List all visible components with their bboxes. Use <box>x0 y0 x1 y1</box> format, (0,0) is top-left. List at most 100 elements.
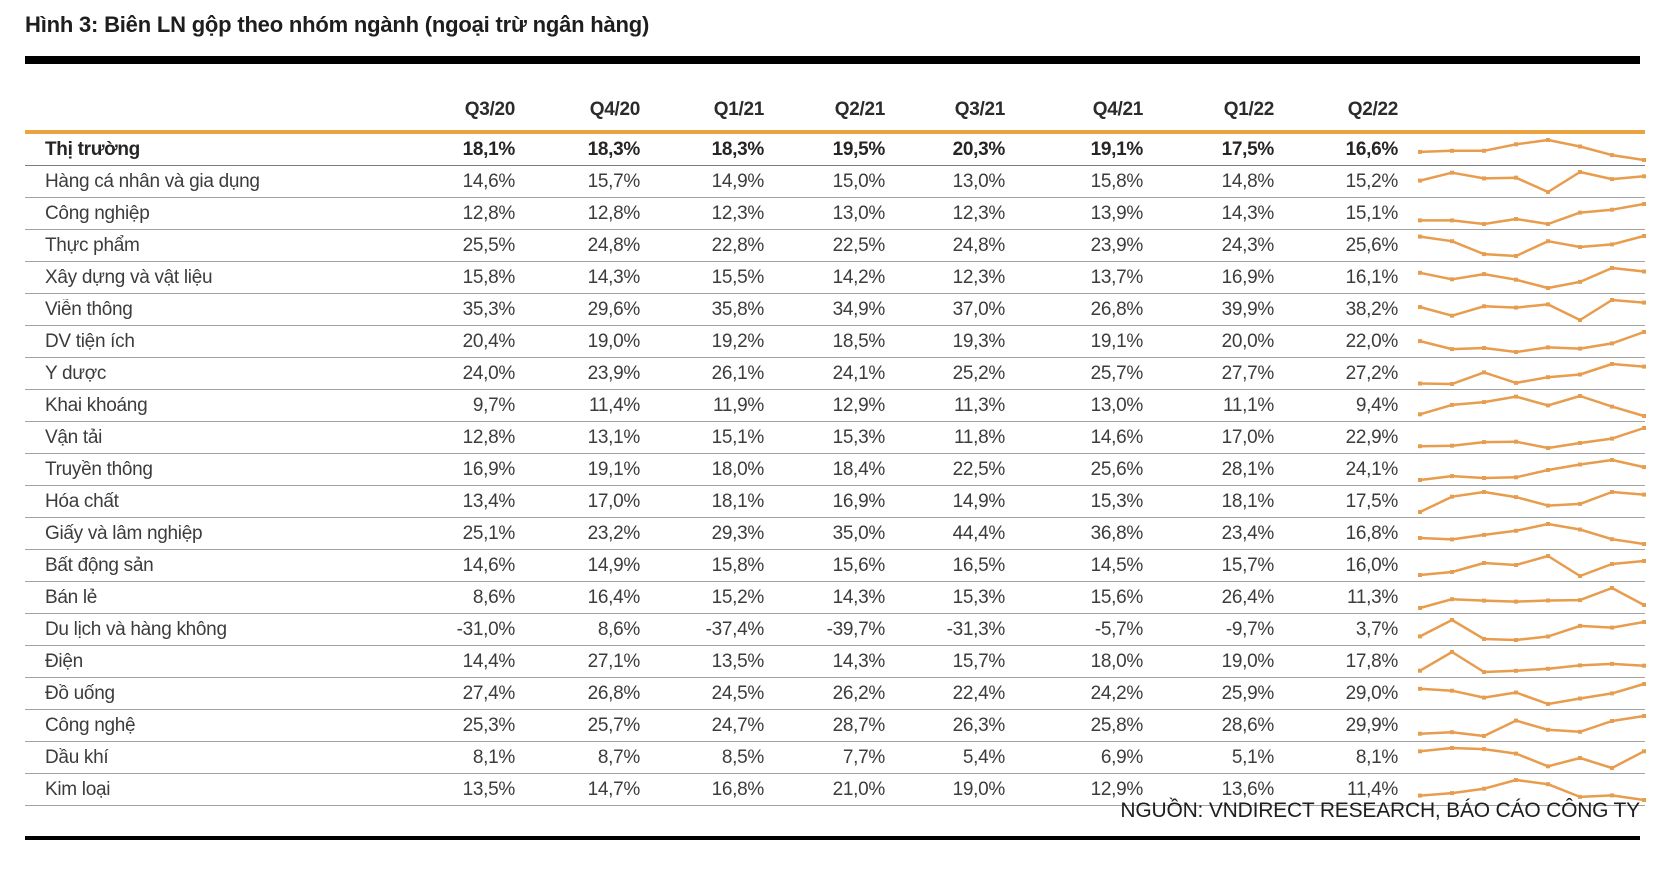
value-cell: 11,8% <box>954 426 1005 448</box>
value-cell: 15,3% <box>1090 490 1144 512</box>
row-label: Hóa chất <box>45 490 119 512</box>
value-cell: 22,8% <box>711 234 765 256</box>
value-cell: 24,2% <box>1090 682 1144 704</box>
value-cell: 25,7% <box>1090 362 1144 384</box>
value-cell: 12,9% <box>1090 778 1144 800</box>
sparkline-icon <box>1418 425 1646 450</box>
value-cell: -9,7% <box>1225 618 1274 640</box>
table-row: Xây dựng và vật liệu 15,8% 14,3% 15,5% 14,2%… <box>25 262 1646 294</box>
value-cell: 24,8% <box>952 234 1006 256</box>
value-cell: 15,5% <box>711 266 765 288</box>
table-row: Công nghiệp 12,8% 12,8% 12,3% 13,0% 12,3% 13,9… <box>25 198 1646 230</box>
value-cell: 16,0% <box>1345 554 1399 576</box>
value-cell: 23,2% <box>587 522 641 544</box>
sparkline-icon <box>1418 585 1646 610</box>
value-cell: 18,3% <box>711 138 765 160</box>
value-cell: 25,9% <box>1221 682 1275 704</box>
value-cell: 26,3% <box>952 714 1006 736</box>
value-cell: 12,3% <box>952 266 1006 288</box>
row-label: Xây dựng và vật liệu <box>45 266 213 288</box>
sparkline-icon <box>1418 521 1646 546</box>
value-cell: 13,9% <box>1090 202 1144 224</box>
value-cell: 12,9% <box>832 394 886 416</box>
table-row: Y dược 24,0% 23,9% 26,1% 24,1% 25,2% 25,7% 27,7… <box>25 358 1646 390</box>
value-cell: 24,1% <box>1345 458 1399 480</box>
value-cell: 19,5% <box>832 138 886 160</box>
value-cell: 5,1% <box>1231 746 1274 768</box>
table-row: Viễn thông 35,3% 29,6% 35,8% 34,9% 37,0% 26,8%… <box>25 294 1646 326</box>
sparkline-chart <box>1398 358 1652 389</box>
top-divider-rule <box>25 56 1640 64</box>
table-row: Vận tải 12,8% 13,1% 15,1% 15,3% 11,8% 14,6% 17,… <box>25 422 1646 454</box>
source-note: NGUỒN: VNDIRECT RESEARCH, BÁO CÁO CÔNG T… <box>1120 799 1640 822</box>
value-cell: 22,5% <box>952 458 1006 480</box>
figure-title: Hình 3: Biên LN gộp theo nhóm ngành (ngo… <box>25 12 650 37</box>
value-cell: 37,0% <box>952 298 1006 320</box>
value-cell: 25,7% <box>587 714 641 736</box>
value-cell: 15,8% <box>462 266 516 288</box>
sparkline-chart <box>1398 326 1652 357</box>
column-header: Q1/21 <box>713 99 765 120</box>
bottom-divider-rule <box>25 836 1640 840</box>
row-label: Bán lẻ <box>45 586 98 608</box>
value-cell: 17,0% <box>587 490 641 512</box>
value-cell: 15,0% <box>832 170 886 192</box>
table-row: Bán lẻ 8,6% 16,4% 15,2% 14,3% 15,3% 15,6% 26,4%… <box>25 582 1646 614</box>
column-header: Q2/22 <box>1347 99 1399 120</box>
row-label: Bất động sản <box>45 554 154 576</box>
value-cell: 16,4% <box>587 586 641 608</box>
value-cell: 22,9% <box>1345 426 1399 448</box>
value-cell: 35,8% <box>711 298 765 320</box>
sparkline-chart <box>1398 454 1652 485</box>
value-cell: 11,1% <box>1223 394 1274 416</box>
table-row: Giấy và lâm nghiệp 25,1% 23,2% 29,3% 35,0% 44… <box>25 518 1646 550</box>
table-row: Kim loại 13,5% 14,7% 16,8% 21,0% 19,0% 12,9% 13… <box>25 774 1646 806</box>
value-cell: 25,1% <box>462 522 516 544</box>
value-cell: -5,7% <box>1094 618 1143 640</box>
column-header: Q4/20 <box>589 99 641 120</box>
value-cell: 13,1% <box>587 426 641 448</box>
value-cell: 14,6% <box>462 170 516 192</box>
value-cell: 15,3% <box>952 586 1006 608</box>
value-cell: 27,1% <box>587 650 641 672</box>
value-cell: 9,7% <box>472 394 515 416</box>
value-cell: 17,5% <box>1221 138 1275 160</box>
row-label: Công nghệ <box>45 714 136 736</box>
value-cell: 20,0% <box>1221 330 1275 352</box>
value-cell: 14,2% <box>832 266 886 288</box>
value-cell: 19,0% <box>952 778 1006 800</box>
value-cell: 22,0% <box>1345 330 1399 352</box>
value-cell: 26,1% <box>711 362 765 384</box>
value-cell: 25,2% <box>952 362 1006 384</box>
value-cell: 26,4% <box>1221 586 1275 608</box>
value-cell: 19,2% <box>711 330 765 352</box>
value-cell: 15,8% <box>711 554 765 576</box>
value-cell: 26,2% <box>832 682 886 704</box>
sparkline-icon <box>1418 457 1646 482</box>
row-label: Giấy và lâm nghiệp <box>45 522 203 544</box>
column-header: Q3/20 <box>464 99 516 120</box>
sparkline-icon <box>1418 617 1646 642</box>
table-row: Công nghệ 25,3% 25,7% 24,7% 28,7% 26,3% 25,8% 2… <box>25 710 1646 742</box>
row-label: Du lịch và hàng không <box>45 618 227 640</box>
sparkline-chart <box>1398 390 1652 421</box>
value-cell: 18,4% <box>832 458 886 480</box>
value-cell: 18,1% <box>1221 490 1275 512</box>
value-cell: 13,0% <box>832 202 886 224</box>
value-cell: 23,9% <box>587 362 641 384</box>
value-cell: 15,6% <box>1090 586 1144 608</box>
value-cell: 14,3% <box>832 650 886 672</box>
value-cell: 18,0% <box>1090 650 1144 672</box>
value-cell: 14,3% <box>1221 202 1275 224</box>
row-label: Công nghiệp <box>45 202 150 224</box>
value-cell: 3,7% <box>1355 618 1398 640</box>
sparkline-icon <box>1418 169 1646 194</box>
value-cell: 12,8% <box>462 202 516 224</box>
value-cell: 15,7% <box>587 170 641 192</box>
value-cell: -31,3% <box>946 618 1006 640</box>
value-cell: 12,3% <box>711 202 765 224</box>
value-cell: 28,7% <box>832 714 886 736</box>
value-cell: 25,6% <box>1345 234 1399 256</box>
value-cell: 18,5% <box>832 330 886 352</box>
value-cell: 14,3% <box>587 266 641 288</box>
